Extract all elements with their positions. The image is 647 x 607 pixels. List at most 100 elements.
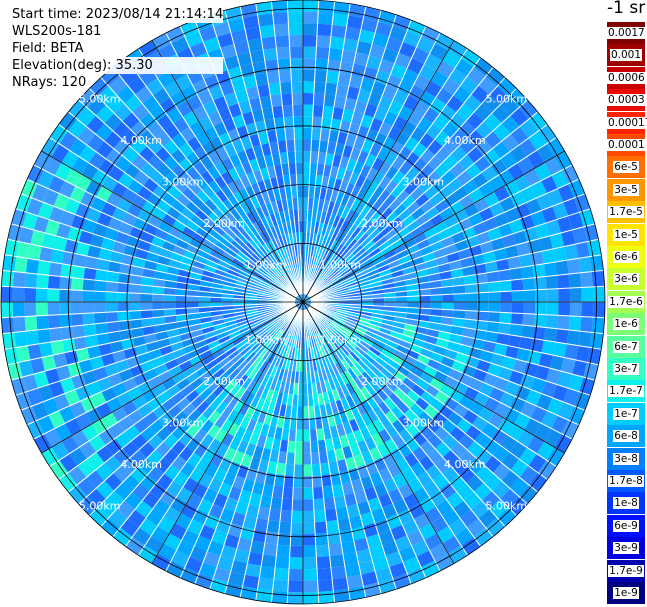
field-gate <box>317 222 324 235</box>
field-gate <box>259 314 272 321</box>
field-gate <box>25 329 40 346</box>
field-gate <box>357 319 370 327</box>
field-gate <box>251 273 263 281</box>
field-gate <box>68 484 88 505</box>
field-gate <box>546 137 565 157</box>
field-gate <box>292 499 303 512</box>
field-gate <box>569 302 582 317</box>
field-gate <box>104 363 119 377</box>
field-gate <box>427 448 443 465</box>
field-gate <box>315 272 324 284</box>
field-gate <box>390 141 405 156</box>
field-gate <box>427 233 441 246</box>
field-gate <box>239 526 255 541</box>
field-gate <box>237 374 249 387</box>
field-gate <box>313 257 320 270</box>
field-gate <box>140 426 157 442</box>
field-gate <box>210 302 222 307</box>
field-gate <box>190 214 204 227</box>
field-gate <box>259 347 269 359</box>
field-gate <box>303 81 315 94</box>
field-gate <box>268 325 279 335</box>
field-gate <box>368 228 381 240</box>
field-gate <box>372 418 386 433</box>
field-gate <box>116 85 135 104</box>
field-gate <box>257 331 269 341</box>
field-gate <box>56 365 71 381</box>
field-gate <box>225 211 238 225</box>
field-gate <box>458 433 475 450</box>
field-gate <box>139 441 156 459</box>
field-gate <box>279 319 289 330</box>
field-gate <box>259 495 273 509</box>
field-gate <box>341 343 353 354</box>
field-gate <box>281 259 289 271</box>
range-label: 5.00km <box>79 93 121 106</box>
field-gate <box>257 290 270 295</box>
field-gate <box>324 438 335 452</box>
field-gate <box>323 286 335 293</box>
field-gate <box>318 357 325 370</box>
field-gate <box>353 214 365 227</box>
field-gate <box>152 553 172 572</box>
field-gate <box>215 352 228 364</box>
field-gate <box>129 310 142 321</box>
field-gate <box>538 352 553 369</box>
field-gate <box>345 208 356 222</box>
field-gate <box>292 487 303 500</box>
field-gate <box>317 23 333 37</box>
colorbar-tick-label: 0.00017 <box>607 116 647 129</box>
field-gate <box>334 316 346 324</box>
field-gate <box>253 343 265 354</box>
ray-line <box>125 308 299 547</box>
field-gate <box>357 374 369 387</box>
field-gate <box>537 460 557 480</box>
field-gate <box>372 215 386 229</box>
field-gate <box>575 241 590 259</box>
field-gate <box>312 475 323 488</box>
field-gate <box>434 553 454 572</box>
field-gate <box>421 26 441 44</box>
field-gate <box>140 285 153 295</box>
field-gate <box>275 330 284 341</box>
field-gate <box>244 392 256 406</box>
field-gate <box>360 77 375 93</box>
field-gate <box>276 544 291 558</box>
field-gate <box>501 470 520 489</box>
field-gate <box>312 346 318 359</box>
ray-line <box>307 307 506 527</box>
field-gate <box>246 258 258 268</box>
field-gate <box>203 551 221 568</box>
field-gate <box>257 131 270 145</box>
ray-line <box>67 306 298 493</box>
field-gate <box>474 103 492 122</box>
field-gate <box>275 316 286 326</box>
field-gate <box>162 397 177 412</box>
ray-line <box>165 308 300 572</box>
field-gate <box>341 108 355 123</box>
field-gate <box>473 527 494 547</box>
field-gate <box>349 211 360 225</box>
field-gate <box>213 96 229 111</box>
field-gate <box>149 169 165 185</box>
field-gate <box>329 352 338 365</box>
field-gate <box>287 0 303 12</box>
ray-line <box>307 66 494 297</box>
ray-line <box>310 304 586 411</box>
field-gate <box>501 233 517 248</box>
field-gate <box>415 193 430 207</box>
field-gate <box>256 372 267 385</box>
field-gate <box>332 276 344 285</box>
field-gate <box>157 543 177 561</box>
field-gate <box>165 358 179 371</box>
field-gate <box>317 567 333 581</box>
field-gate <box>510 477 529 497</box>
field-gate <box>328 365 337 378</box>
field-gate <box>423 226 438 239</box>
field-gate <box>240 267 253 276</box>
field-gate <box>242 264 255 273</box>
field-gate <box>309 417 317 430</box>
ray-line <box>15 208 296 301</box>
field-gate <box>284 463 295 476</box>
field-gate <box>310 335 315 348</box>
